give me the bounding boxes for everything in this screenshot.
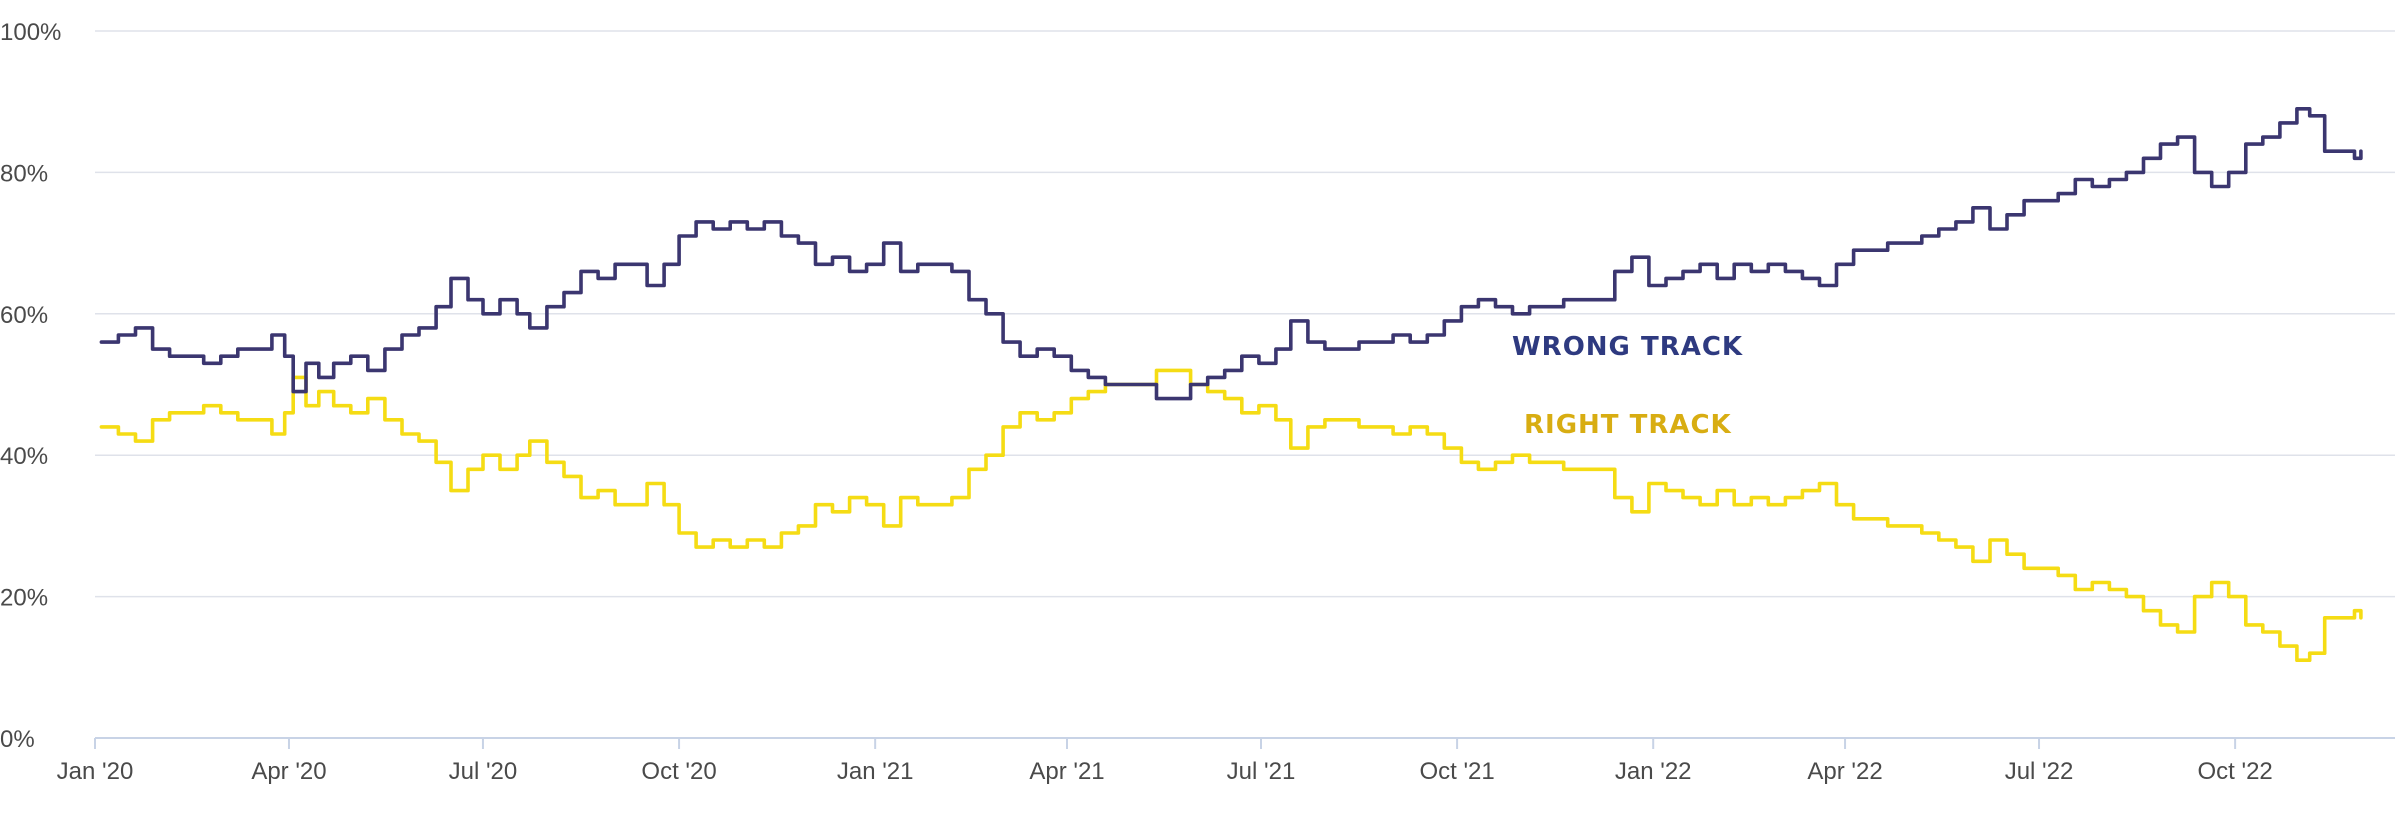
y-tick-label: 0% xyxy=(0,726,35,753)
x-tick-label: Oct '20 xyxy=(641,758,716,785)
x-tick-label: Jan '20 xyxy=(57,758,134,785)
y-tick-label: 100% xyxy=(0,19,61,46)
series-line-right-track xyxy=(99,368,2363,662)
y-tick-label: 80% xyxy=(0,160,48,187)
series-line-wrong-track xyxy=(99,107,2363,401)
x-tick-label: Jan '22 xyxy=(1615,758,1692,785)
x-tick-label: Jul '20 xyxy=(449,758,518,785)
x-tick-label: Oct '22 xyxy=(2197,758,2272,785)
gridlines xyxy=(95,30,2395,739)
x-tick-label: Jul '21 xyxy=(1227,758,1296,785)
x-tick-label: Jul '22 xyxy=(2005,758,2074,785)
x-tick-label: Jan '21 xyxy=(837,758,914,785)
x-tick-label: Apr '21 xyxy=(1029,758,1104,785)
x-tick-label: Oct '21 xyxy=(1419,758,1494,785)
x-tick-label: Apr '20 xyxy=(251,758,326,785)
x-tick-label: Apr '22 xyxy=(1807,758,1882,785)
series-label-wrong-track: WRONG TRACK xyxy=(1512,332,1743,362)
y-tick-label: 60% xyxy=(0,302,48,329)
x-axis: Jan '20 Apr '20 Jul '20 Oct '20 Jan '21 Apr '… xyxy=(57,738,2273,785)
y-tick-label: 20% xyxy=(0,585,48,612)
series-lines xyxy=(99,107,2363,662)
series-label-right-track: RIGHT TRACK xyxy=(1524,410,1732,440)
series-labels: WRONG TRACK RIGHT TRACK xyxy=(1512,332,1743,440)
y-axis: 0% 20% 40% 60% 80% 100% xyxy=(0,19,61,753)
y-tick-label: 40% xyxy=(0,443,48,470)
